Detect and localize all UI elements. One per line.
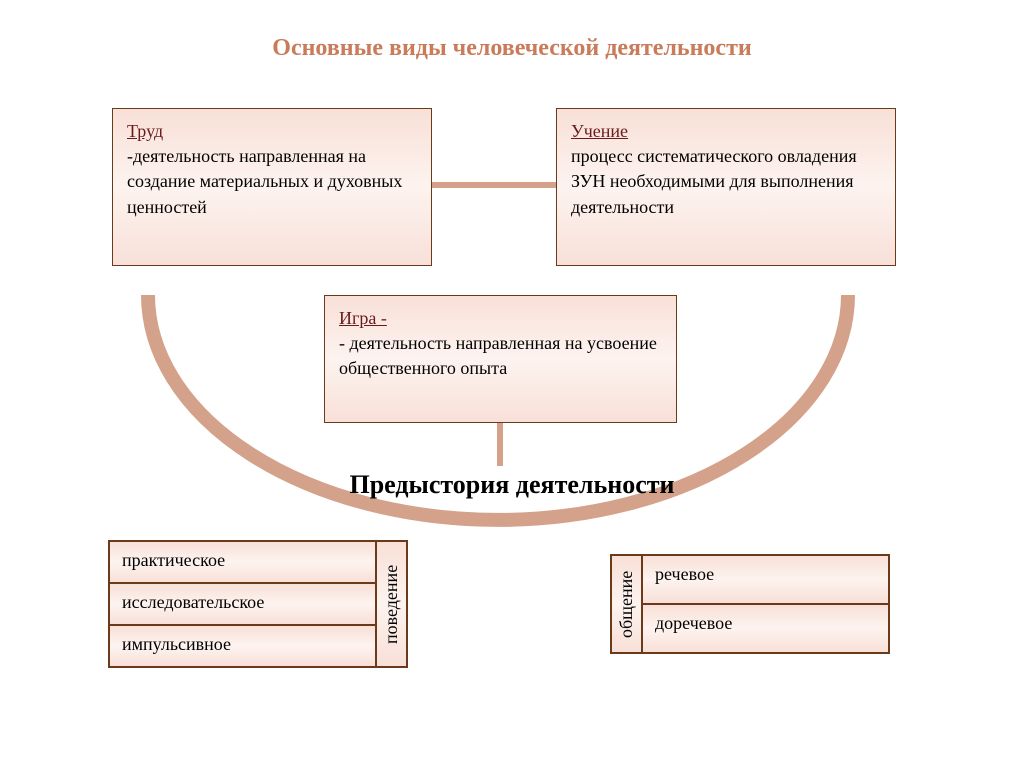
bottom-right-vertical: общение — [611, 555, 642, 653]
list-item: доречевое — [642, 604, 889, 653]
bottom-left-vertical: поведение — [376, 541, 407, 667]
box-uchenie: Учение процесс систематического овладени… — [556, 108, 896, 266]
list-item: исследовательское — [109, 583, 376, 625]
bottom-left-rows: практическоеисследовательскоеимпульсивно… — [109, 541, 376, 667]
box-igra-body: - деятельность направленная на усвоение … — [339, 333, 657, 378]
list-item: импульсивное — [109, 625, 376, 667]
box-uchenie-heading: Учение — [571, 121, 628, 141]
list-item: практическое — [109, 541, 376, 583]
bottom-right-group: общение речевоедоречевое — [610, 554, 890, 654]
bottom-right-rows: речевоедоречевое — [642, 555, 889, 653]
box-trud: Труд -деятельность направленная на созда… — [112, 108, 432, 266]
list-item: речевое — [642, 555, 889, 604]
bottom-left-group: практическоеисследовательскоеимпульсивно… — [108, 540, 408, 668]
box-trud-body: -деятельность направленная на создание м… — [127, 146, 402, 216]
box-igra-heading: Игра - — [339, 308, 387, 328]
box-trud-heading: Труд — [127, 121, 163, 141]
subtitle: Предыстория деятельности — [0, 470, 1024, 500]
box-uchenie-body: процесс систематического овладения ЗУН н… — [571, 146, 857, 216]
box-igra: Игра - - деятельность направленная на ус… — [324, 295, 677, 423]
